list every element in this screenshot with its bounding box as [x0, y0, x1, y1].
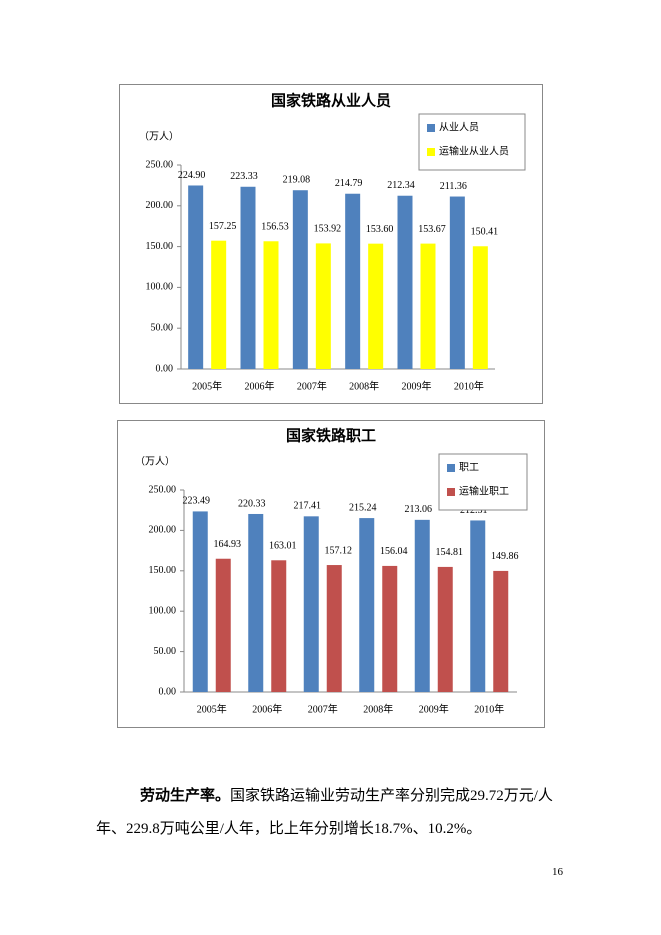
bar — [472, 246, 488, 369]
bar — [397, 195, 413, 369]
data-label: 163.01 — [269, 541, 297, 552]
bar — [449, 196, 465, 369]
page-number: 16 — [552, 866, 563, 878]
legend-box — [418, 113, 526, 171]
data-label: 149.86 — [491, 551, 519, 562]
data-label: 153.92 — [314, 224, 342, 235]
y-axis-label: （万人） — [135, 455, 175, 467]
x-tick-label: 2009年 — [402, 379, 432, 392]
data-label: 153.67 — [418, 224, 446, 235]
x-tick-label: 2009年 — [419, 702, 449, 715]
bar — [359, 518, 375, 692]
legend-label: 运输业职工 — [459, 484, 509, 497]
data-label: 156.04 — [380, 546, 408, 557]
y-tick-label: 150.00 — [149, 565, 177, 576]
data-label: 214.79 — [335, 178, 363, 189]
y-tick-label: 200.00 — [149, 525, 177, 536]
bar — [215, 558, 231, 692]
bar — [437, 566, 453, 692]
data-label: 224.90 — [178, 170, 206, 181]
x-tick-label: 2010年 — [474, 702, 504, 715]
bar — [315, 243, 331, 369]
bar — [368, 243, 384, 369]
y-tick-label: 250.00 — [149, 484, 177, 495]
bar — [382, 565, 398, 692]
x-tick-label: 2008年 — [363, 702, 393, 715]
paragraph-text: 国家铁路运输业劳动生产率分别完成29.72万元/人年、229.8万吨公里/人年，… — [96, 788, 553, 837]
x-tick-label: 2005年 — [197, 702, 227, 715]
data-label: 156.53 — [261, 222, 289, 233]
legend-label: 运输业从业人员 — [439, 144, 509, 157]
y-tick-label: 100.00 — [146, 282, 174, 293]
bar — [211, 240, 227, 369]
bar — [248, 513, 264, 692]
data-label: 212.34 — [387, 180, 415, 191]
legend-swatch — [447, 488, 455, 496]
chart: 国家铁路职工 （万人） 0.00 50.00 100.00 150.00 200.00 250… — [117, 420, 545, 728]
bar — [493, 570, 509, 692]
bar — [326, 565, 342, 692]
bar — [303, 516, 319, 692]
data-label: 153.60 — [366, 224, 394, 235]
bar — [271, 560, 287, 692]
chart-title: 国家铁路职工 — [286, 426, 376, 444]
legend-swatch — [427, 148, 435, 156]
y-tick-label: 200.00 — [146, 200, 174, 211]
y-tick-label: 250.00 — [146, 159, 174, 170]
bar — [263, 241, 279, 369]
x-tick-label: 2005年 — [192, 379, 222, 392]
paragraph-lead: 劳动生产率。 — [140, 788, 231, 804]
legend-box — [438, 453, 528, 511]
chart-title: 国家铁路从业人员 — [271, 91, 391, 109]
data-label: 150.41 — [471, 227, 499, 238]
chart-border — [119, 84, 543, 404]
x-tick-label: 2007年 — [297, 379, 327, 392]
x-tick-label: 2008年 — [349, 379, 379, 392]
y-tick-label: 0.00 — [156, 363, 174, 374]
bar — [188, 185, 204, 369]
bar — [414, 519, 430, 692]
data-label: 157.12 — [325, 545, 353, 556]
legend-swatch — [447, 464, 455, 472]
bar — [192, 511, 208, 692]
legend-label: 从业人员 — [439, 121, 479, 133]
data-label: 223.33 — [230, 171, 258, 182]
chart-border — [117, 420, 545, 728]
data-label: 213.06 — [405, 504, 433, 515]
bar — [240, 186, 256, 369]
x-tick-label: 2010年 — [454, 379, 484, 392]
y-axis-label: （万人） — [139, 130, 179, 142]
bar — [345, 193, 361, 369]
y-tick-label: 150.00 — [146, 241, 174, 252]
legend-label: 职工 — [459, 461, 479, 473]
x-tick-label: 2007年 — [308, 702, 338, 715]
data-label: 164.93 — [214, 539, 242, 550]
data-label: 154.81 — [436, 547, 464, 558]
y-tick-label: 0.00 — [159, 686, 177, 697]
data-label: 219.08 — [283, 175, 311, 186]
chart: 国家铁路从业人员 （万人） 0.00 50.00 100.00 150.00 200.00 2… — [119, 84, 543, 404]
paragraph: 劳动生产率。国家铁路运输业劳动生产率分别完成29.72万元/人年、229.8万吨… — [96, 780, 558, 846]
y-tick-label: 100.00 — [149, 605, 177, 616]
bar — [420, 243, 436, 369]
y-tick-label: 50.00 — [151, 322, 174, 333]
x-tick-label: 2006年 — [252, 702, 282, 715]
data-label: 215.24 — [349, 502, 377, 513]
x-tick-label: 2006年 — [245, 379, 275, 392]
data-label: 157.25 — [209, 221, 237, 232]
data-label: 220.33 — [238, 498, 266, 509]
legend-swatch — [427, 124, 435, 132]
bar — [470, 520, 486, 692]
bar — [292, 190, 308, 369]
data-label: 217.41 — [294, 501, 322, 512]
y-tick-label: 50.00 — [154, 646, 177, 657]
data-label: 223.49 — [183, 496, 211, 507]
data-label: 211.36 — [440, 181, 467, 192]
